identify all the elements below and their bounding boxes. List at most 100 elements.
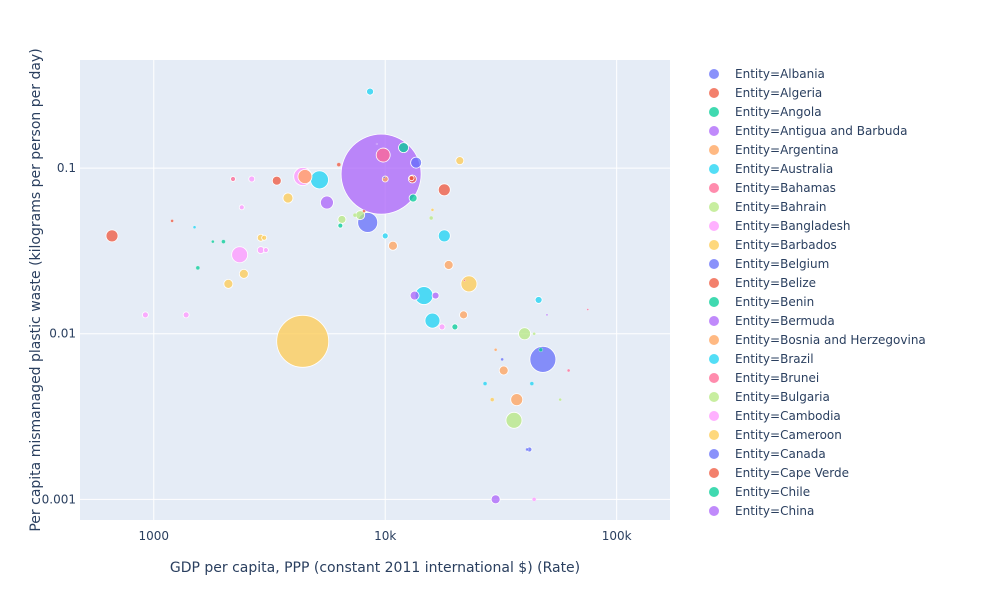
data-point: [505, 411, 523, 429]
data-point: [510, 393, 524, 407]
legend-label: Entity=Chile: [735, 485, 810, 499]
data-point: [443, 260, 454, 270]
legend-marker: [709, 411, 719, 421]
legend-marker: [709, 297, 719, 307]
x-axis-ticks: 1000 10k 100k: [139, 529, 632, 543]
legend-marker: [709, 354, 719, 364]
data-point: [586, 308, 589, 311]
data-point: [518, 327, 531, 341]
legend-marker: [709, 506, 719, 516]
data-point: [238, 268, 249, 279]
data-point: [336, 162, 341, 167]
data-point: [451, 323, 459, 331]
data-point: [337, 215, 347, 224]
data-point: [192, 225, 197, 229]
legend-label: Entity=Bermuda: [735, 314, 835, 328]
legend-marker: [709, 69, 719, 79]
legend-marker: [709, 183, 719, 193]
data-point: [430, 208, 435, 212]
legend-marker: [709, 145, 719, 155]
legend-label: Entity=Belize: [735, 276, 816, 290]
data-point: [261, 234, 268, 241]
data-point: [248, 175, 256, 183]
y-tick-label: 0.01: [49, 327, 76, 341]
y-axis-ticks: 0.001 0.01 0.1: [42, 161, 76, 506]
data-point: [310, 170, 329, 190]
data-point: [211, 239, 215, 244]
data-point: [410, 156, 423, 169]
data-point: [352, 213, 358, 218]
data-point: [534, 296, 543, 304]
data-point: [383, 176, 386, 179]
legend-marker: [709, 430, 719, 440]
data-point: [529, 381, 534, 386]
legend-label: Entity=Angola: [735, 105, 822, 119]
plot-background: [80, 60, 670, 520]
data-point: [558, 397, 562, 402]
data-point: [437, 229, 451, 243]
data-point: [262, 247, 269, 253]
data-point: [493, 348, 498, 352]
data-point: [375, 147, 391, 163]
data-point: [238, 204, 245, 211]
legend-marker: [709, 126, 719, 136]
data-point: [221, 239, 226, 244]
data-point: [437, 183, 451, 197]
data-points: [105, 87, 589, 505]
legend-marker: [709, 449, 719, 459]
legend-label: Entity=Barbados: [735, 238, 837, 252]
data-point: [531, 497, 537, 502]
data-point: [340, 133, 422, 215]
data-point: [460, 275, 478, 293]
legend-marker: [709, 221, 719, 231]
legend-marker: [709, 316, 719, 326]
legend-marker: [709, 487, 719, 497]
data-point: [424, 312, 441, 329]
legend-label: Entity=Belgium: [735, 257, 829, 271]
data-point: [337, 222, 344, 229]
legend: Entity=Albania Entity=Algeria Entity=Angol…: [709, 67, 926, 518]
legend-label: Entity=Benin: [735, 295, 814, 309]
legend-label: Entity=Cape Verde: [735, 466, 849, 480]
data-point: [490, 494, 501, 505]
data-point: [490, 397, 495, 402]
data-point: [362, 209, 366, 213]
data-point: [409, 290, 420, 301]
legend-label: Entity=Cambodia: [735, 409, 841, 423]
data-point: [438, 323, 446, 331]
legend-label: Entity=Cameroon: [735, 428, 842, 442]
legend-label: Entity=Antigua and Barbuda: [735, 124, 907, 138]
legend-marker: [709, 392, 719, 402]
legend-label: Entity=Bulgaria: [735, 390, 830, 404]
data-point: [230, 176, 236, 182]
data-point: [538, 347, 543, 352]
data-point: [381, 232, 389, 240]
data-point: [529, 345, 557, 373]
legend-label: Entity=Algeria: [735, 86, 822, 100]
legend-marker: [709, 88, 719, 98]
legend-label: Entity=Canada: [735, 447, 826, 461]
legend-label: Entity=Bosnia and Herzegovina: [735, 333, 926, 347]
x-tick-label: 10k: [374, 529, 396, 543]
y-tick-label: 0.1: [57, 161, 76, 175]
data-point: [223, 278, 234, 289]
data-point: [463, 279, 466, 282]
data-point: [566, 368, 571, 373]
legend-marker: [709, 164, 719, 174]
legend-label: Entity=Argentina: [735, 143, 839, 157]
data-point: [429, 215, 434, 221]
legend-marker: [709, 373, 719, 383]
data-point: [375, 143, 378, 145]
data-point: [498, 365, 509, 376]
data-point: [276, 314, 330, 368]
legend-label: Entity=Australia: [735, 162, 833, 176]
legend-marker: [709, 259, 719, 269]
data-point: [182, 311, 190, 319]
legend-marker: [709, 335, 719, 345]
legend-label: Entity=Brunei: [735, 371, 819, 385]
data-point: [408, 193, 418, 203]
data-point: [231, 246, 249, 264]
data-point: [532, 332, 536, 336]
data-point: [195, 265, 200, 270]
